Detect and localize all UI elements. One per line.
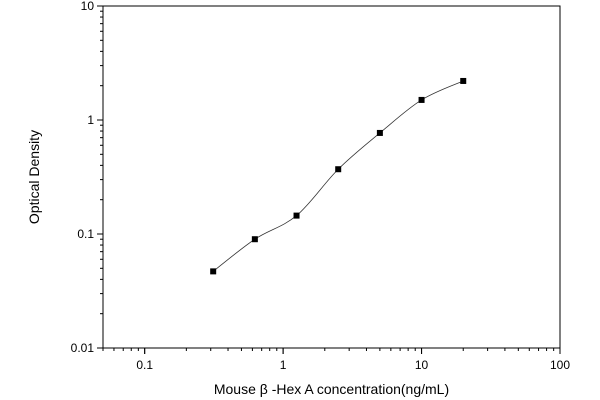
x-axis: 0.1 1 10 100 xyxy=(102,348,570,372)
x-axis-title: Mouse β -Hex A concentration(ng/mL) xyxy=(214,381,449,397)
y-tick-label: 10 xyxy=(81,0,95,13)
plot-frame xyxy=(102,5,561,349)
y-tick-label: 0.01 xyxy=(71,341,95,355)
plot-border xyxy=(102,5,561,349)
data-point xyxy=(210,268,217,275)
fit-curve-layer xyxy=(212,80,464,272)
x-tick-label: 1 xyxy=(280,358,287,372)
y-tick-label: 0.1 xyxy=(77,227,94,241)
x-tick-label: 0.1 xyxy=(136,358,153,372)
data-point xyxy=(293,212,300,219)
data-points-layer xyxy=(210,77,467,275)
data-point xyxy=(335,166,342,173)
y-axis: 0.01 0.1 1 10 xyxy=(71,0,103,355)
x-tick-label: 10 xyxy=(415,358,429,372)
x-tick-label: 100 xyxy=(550,358,570,372)
data-point xyxy=(460,77,467,84)
data-point xyxy=(376,129,383,136)
data-point xyxy=(418,96,425,103)
fit-curve xyxy=(212,80,464,272)
y-tick-label: 1 xyxy=(87,113,94,127)
data-point xyxy=(251,236,258,243)
y-axis-title: Optical Density xyxy=(26,130,42,224)
